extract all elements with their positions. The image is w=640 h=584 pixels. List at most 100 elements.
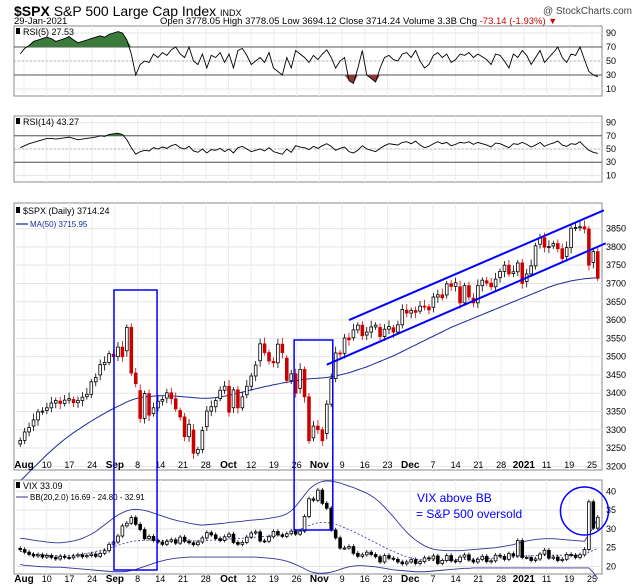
vix-candle	[560, 557, 565, 563]
spx-candle	[489, 277, 493, 291]
candle-body	[58, 555, 62, 560]
vix-candle	[542, 548, 547, 556]
spx-candle	[409, 307, 413, 319]
rsi-line	[20, 132, 598, 155]
candle-body	[364, 551, 369, 556]
rsi1-y-tick-label: 70	[606, 131, 616, 141]
candle-body	[231, 533, 236, 543]
candle-body	[347, 337, 351, 341]
vix-candle	[449, 553, 453, 563]
candle-body	[396, 324, 400, 333]
spx-candle	[209, 400, 214, 417]
candle-body	[18, 548, 22, 550]
candle-body	[245, 385, 249, 396]
candle-body	[489, 560, 493, 563]
vix-candle	[324, 501, 329, 511]
candle-body	[218, 538, 222, 541]
x-tick-label: 7	[430, 460, 435, 470]
spx-candle	[80, 392, 85, 407]
vix-candle	[427, 555, 431, 561]
x-tick-label: 11	[542, 460, 551, 470]
candle-body	[36, 411, 40, 421]
vix-candle	[582, 547, 587, 557]
candle-body	[151, 536, 156, 541]
spx-candle	[324, 400, 329, 440]
spx-candle	[342, 333, 347, 359]
vix-title: VIX 33.09	[23, 481, 63, 491]
candle-body	[391, 557, 396, 560]
candle-body	[22, 549, 27, 553]
vix-candle	[45, 553, 49, 559]
annotation-circle-jan	[559, 486, 610, 536]
candle-body	[551, 243, 556, 247]
candle-body	[200, 430, 205, 450]
spx-candle	[360, 321, 365, 341]
candle-body	[324, 403, 329, 434]
spx-candle	[240, 391, 245, 411]
candle-body	[542, 237, 547, 248]
candle-body	[529, 557, 533, 561]
vix-candle	[280, 532, 285, 539]
candle-body	[165, 540, 169, 545]
spx-candle	[569, 225, 573, 254]
candle-body	[258, 531, 262, 542]
vix-candle	[471, 557, 476, 564]
rsi-line	[19, 31, 598, 85]
candle-body	[142, 529, 147, 540]
spx-candle	[125, 324, 129, 357]
spx-candle	[142, 390, 147, 424]
spx-candle	[364, 326, 369, 341]
spx-candle	[444, 280, 449, 299]
vix-candle	[169, 537, 174, 544]
spx-candle	[76, 396, 80, 408]
candle-body	[431, 296, 436, 308]
vix-candle	[240, 540, 245, 547]
vix-legend-swatch	[16, 482, 20, 488]
spx-candle	[191, 423, 196, 460]
high-value: 3778.05	[245, 16, 280, 27]
vix-candle	[76, 552, 80, 558]
open-value: 3778.05	[185, 16, 221, 27]
spx-candle	[173, 392, 178, 412]
vix-x-tick-label: 26	[292, 574, 302, 584]
candle-body	[427, 306, 431, 311]
spx-candle	[249, 373, 254, 391]
candle-body	[298, 530, 302, 535]
spx-candle	[529, 259, 533, 277]
spx-candle	[520, 258, 525, 289]
spx-candle	[311, 420, 316, 442]
vix-candle	[569, 552, 573, 558]
vix-candle	[489, 558, 493, 564]
vix-candle	[422, 555, 427, 564]
spx-candle	[36, 408, 40, 426]
vix-candle	[285, 531, 289, 539]
candle-body	[382, 555, 387, 563]
spx-candle	[484, 276, 489, 287]
vix-x-tick-label: 10	[42, 574, 52, 584]
vix-candle	[245, 534, 249, 545]
candle-body	[80, 396, 85, 401]
spx-candle	[440, 288, 445, 301]
spx-candle	[222, 381, 227, 394]
x-tick-label: 9	[340, 460, 345, 470]
vix-y-tick-label: 35	[606, 505, 616, 515]
spx-candle	[165, 388, 169, 404]
candle-body	[76, 554, 80, 557]
candle-body	[493, 278, 498, 288]
vix-candle	[431, 553, 436, 561]
vix-candle	[218, 536, 222, 543]
candle-body	[267, 536, 271, 542]
candle-body	[302, 516, 307, 532]
candle-body	[116, 346, 120, 358]
vix-candle	[387, 553, 391, 561]
candle-body	[342, 337, 347, 354]
candle-body	[449, 283, 453, 287]
vix-candle	[205, 530, 209, 540]
vix-candle	[178, 534, 182, 546]
x-tick-label: 16	[360, 460, 370, 470]
candle-body	[356, 324, 360, 331]
candle-body	[582, 226, 587, 230]
candle-body	[49, 402, 54, 409]
vix-x-tick-label: 19	[269, 574, 279, 584]
spx-candle	[71, 396, 76, 408]
